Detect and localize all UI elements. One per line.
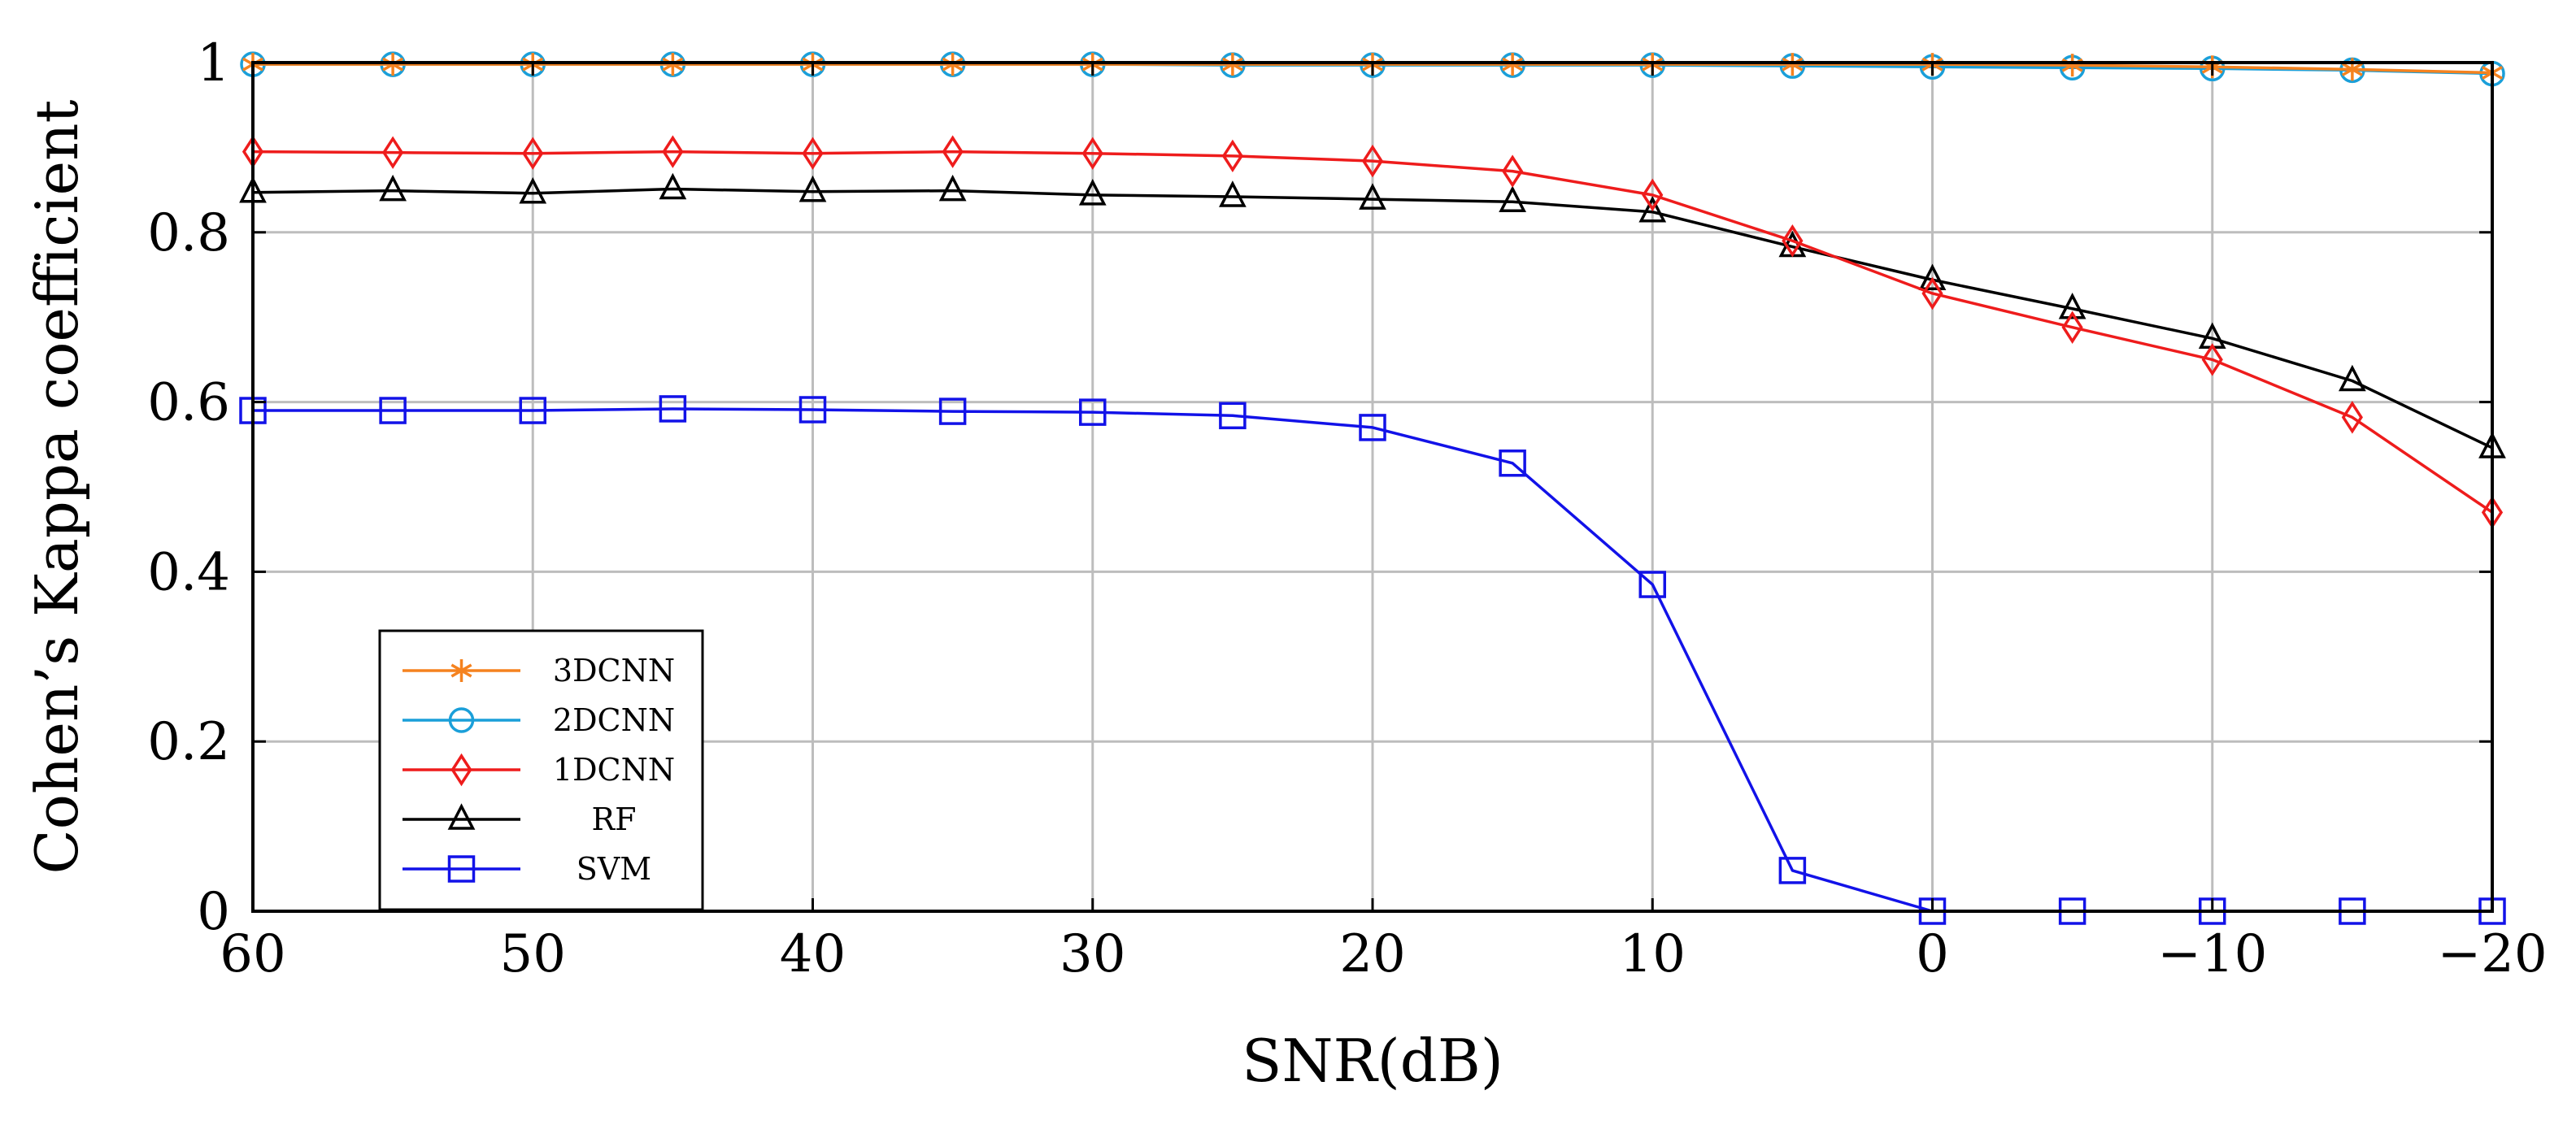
point-svm [519,397,546,424]
legend-label: RF [592,801,637,837]
point-svm [1079,398,1107,426]
point-1dcnn [1502,154,1524,188]
point-1dcnn [802,137,824,170]
x-tick-label: −10 [2157,924,2267,984]
point-rf [2058,292,2086,319]
point-rf [1638,195,1667,223]
x-tick-label: 50 [500,924,566,984]
legend-entry-3dcnn: 3DCNN [402,653,675,688]
x-tick-label: −20 [2437,924,2547,984]
point-svm [379,397,407,424]
legend-label: SVM [577,851,651,887]
axis-ticks: 60 50 40 30 20 10 0 −10 −20 0 0.2 0.4 0.6 0.8 1 [147,33,2547,984]
point-rf [1218,180,1247,207]
point-rf [798,175,827,202]
point-3dcnn [1221,53,1243,76]
point-3dcnn [1502,53,1524,76]
point-svm [798,396,827,424]
point-svm [938,397,967,425]
y-axis-title: Cohen’s Kappa coefficient [23,99,91,874]
legend-entry-svm: SVM [402,851,651,887]
y-tick-label: 1 [197,33,230,93]
legend-entry-rf: RF [402,801,636,837]
point-1dcnn [1921,276,1943,311]
x-tick-label: 10 [1620,924,1686,984]
y-tick-label: 0.4 [147,542,230,602]
legend-marker [450,753,472,787]
point-svm [1219,402,1247,430]
point-svm [659,395,687,423]
point-1dcnn [1782,224,1804,258]
point-svm [1778,857,1807,884]
point-rf [1499,185,1527,212]
x-axis-title: SNR(dB) [1242,1027,1503,1095]
point-svm [1499,450,1526,477]
point-1dcnn [2341,401,2363,434]
point-1dcnn [2061,311,2083,344]
point-rf [379,174,407,202]
point-1dcnn [1361,144,1384,178]
y-tick-label: 0 [197,882,230,942]
point-svm [1638,571,1666,598]
legend-label: 1DCNN [553,752,675,788]
legend: 3DCNN 2DCNN 1DCNN RF SVM [378,629,704,911]
point-1dcnn [942,135,964,168]
line-rf [252,187,2493,450]
point-3dcnn [942,53,964,76]
point-1dcnn [662,135,684,168]
point-rf [1078,179,1107,206]
legend-marker [448,707,475,733]
line-1dcnn [252,150,2493,514]
point-3dcnn [662,53,684,76]
legend-marker [450,659,472,682]
series-1dcnn [242,135,2504,529]
x-tick-label: 30 [1060,924,1125,984]
legend-entry-1dcnn: 1DCNN [402,752,675,788]
point-rf [659,172,687,200]
x-tick-label: 20 [1339,924,1405,984]
point-rf [519,176,547,204]
point-rf [1918,263,1947,291]
x-tick-label: 40 [780,924,846,984]
point-1dcnn [2201,343,2223,376]
point-1dcnn [382,136,404,169]
point-1dcnn [1642,178,1664,212]
legend-marker [447,803,476,830]
x-tick-label: 60 [220,924,285,984]
point-1dcnn [522,137,544,170]
x-tick-label: 0 [1916,924,1949,984]
legend-label: 2DCNN [553,702,675,738]
point-svm [1359,414,1386,441]
legend-marker [447,855,476,883]
point-3dcnn [1782,53,1804,76]
legend-label: 3DCNN [553,653,675,688]
point-rf [1359,183,1386,210]
y-tick-label: 0.6 [147,373,230,433]
point-1dcnn [1221,139,1243,173]
point-rf [938,174,967,202]
y-tick-label: 0.2 [147,712,230,772]
point-1dcnn [1081,137,1103,170]
legend-entry-2dcnn: 2DCNN [402,702,675,738]
point-3dcnn [382,53,404,76]
point-rf [2338,364,2366,392]
y-tick-label: 0.8 [147,203,230,263]
